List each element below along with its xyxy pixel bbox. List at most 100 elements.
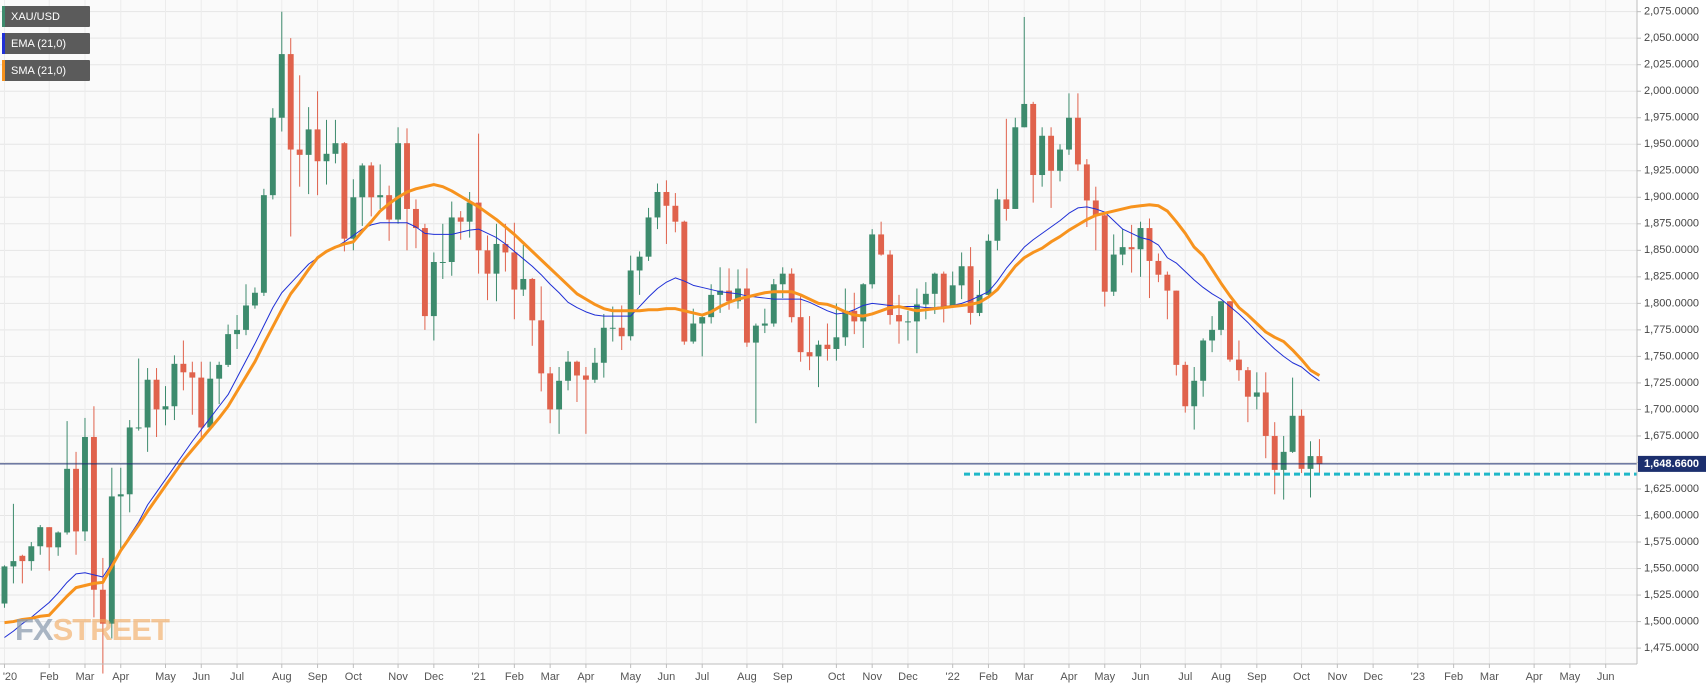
y-tick-label: 2,000.0000 (1644, 85, 1699, 97)
y-tick-label: 2,025.0000 (1644, 59, 1699, 71)
candle-body (708, 294, 715, 318)
candle-body (493, 243, 500, 274)
candle-body (1289, 415, 1296, 452)
candle-body (475, 202, 482, 251)
x-tick-label: Apr (1060, 671, 1077, 683)
x-tick-label: Jun (1597, 671, 1615, 683)
y-tick-label: 1,975.0000 (1644, 112, 1699, 124)
x-tick-label: Nov (1328, 671, 1348, 683)
candle-body (439, 261, 446, 263)
candle-body (574, 361, 580, 376)
candle-body (627, 270, 634, 337)
candle-body (377, 195, 384, 198)
candle-body (108, 496, 115, 624)
y-tick-label: 1,550.0000 (1644, 562, 1699, 574)
candle-body (90, 437, 97, 590)
candle-body (73, 468, 79, 532)
y-tick-label: 1,825.0000 (1644, 271, 1699, 283)
candle-body (824, 344, 831, 349)
candle-body (350, 197, 357, 239)
candle-body (788, 273, 795, 318)
x-tick-label: Oct (1293, 671, 1310, 683)
legend: XAU/USD EMA (21,0) SMA (21,0) (2, 6, 90, 81)
x-tick-label: Feb (505, 671, 524, 683)
candle-body (99, 589, 106, 624)
candle-body (421, 228, 428, 317)
candle-body (663, 191, 670, 206)
last-price-label: 1,648.6600 (1644, 458, 1699, 470)
candle-body (189, 372, 196, 378)
candle-body (269, 117, 276, 196)
candle-body (386, 195, 393, 220)
y-tick-label: 1,775.0000 (1644, 324, 1699, 336)
y-tick-label: 1,725.0000 (1644, 377, 1699, 389)
candle-body (1039, 135, 1046, 176)
y-tick-label: 1,675.0000 (1644, 430, 1699, 442)
candle-body (1003, 199, 1010, 209)
candle-body (1316, 456, 1323, 464)
candle-body (896, 315, 902, 322)
candle-body (171, 363, 178, 407)
candle-body (618, 327, 625, 337)
moving-average-line (4, 183, 1321, 625)
candle-body (1101, 215, 1108, 292)
candle-body (117, 494, 124, 497)
x-tick-label: Feb (1444, 671, 1463, 683)
x-tick-label: Feb (979, 671, 998, 683)
y-tick-label: 1,575.0000 (1644, 536, 1699, 548)
candle-body (430, 261, 437, 317)
candle-body (985, 240, 992, 295)
x-tick-label: Apr (577, 671, 594, 683)
x-tick-label: Mar (1015, 671, 1034, 683)
x-tick-label: Jun (658, 671, 676, 683)
candle-body (878, 234, 885, 255)
legend-swatch (2, 33, 5, 54)
x-tick-label: Apr (112, 671, 129, 683)
candle-body (502, 243, 509, 253)
candle-body (225, 334, 232, 365)
moving-average-line (4, 206, 1320, 638)
candle-body (994, 199, 1001, 241)
candle-body (717, 290, 724, 295)
y-tick-label: 1,600.0000 (1644, 509, 1699, 521)
candle-body (1128, 247, 1135, 250)
y-tick-label: 1,475.0000 (1644, 642, 1699, 654)
y-tick-label: 1,700.0000 (1644, 403, 1699, 415)
watermark-street: STREET (53, 612, 170, 647)
y-tick-label: 1,925.0000 (1644, 165, 1699, 177)
candle-body (251, 292, 258, 306)
x-tick-label: Oct (828, 671, 845, 683)
candle-body (1182, 364, 1189, 407)
candle-body (296, 149, 303, 155)
candle-body (967, 266, 974, 313)
candle-body (1244, 370, 1251, 397)
candle-body (314, 129, 321, 162)
x-tick-label: Sep (773, 671, 793, 683)
y-tick-label: 1,625.0000 (1644, 483, 1699, 495)
candle-body (609, 327, 616, 329)
candle-body (82, 437, 88, 532)
candle-body (305, 129, 312, 155)
candle-body (1048, 135, 1055, 171)
candle-body (144, 379, 151, 428)
candle-body (547, 373, 554, 410)
overlay (0, 463, 1637, 476)
candle-body (735, 288, 741, 302)
candle-body (368, 165, 375, 198)
y-tick-label: 1,800.0000 (1644, 297, 1699, 309)
candle-body (815, 344, 822, 357)
candle-body (582, 375, 589, 380)
candle-body (743, 288, 750, 343)
x-tick-label: '21 (471, 671, 485, 683)
candle-body (37, 527, 44, 547)
y-tick-label: 1,950.0000 (1644, 138, 1699, 150)
candle-body (260, 195, 267, 293)
candle-body (19, 555, 26, 562)
x-tick-label: Nov (862, 671, 882, 683)
x-tick-label: Apr (1526, 671, 1543, 683)
legend-label: EMA (21,0) (11, 38, 66, 50)
candle-body (520, 278, 527, 290)
candle-body (1083, 164, 1090, 201)
candle-body (556, 380, 563, 410)
candle-body (797, 317, 804, 353)
